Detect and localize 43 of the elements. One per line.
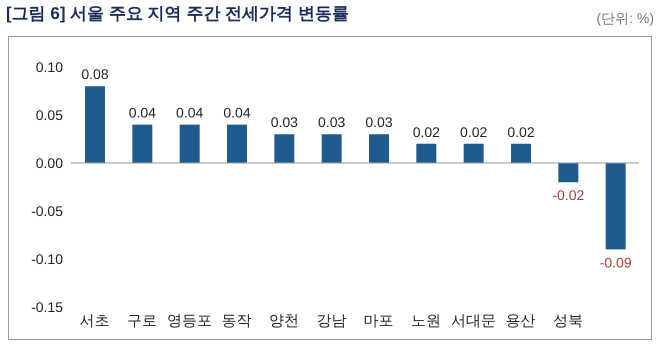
text: (단위: %) bbox=[596, 10, 654, 28]
x-tick-label: 성북 bbox=[553, 312, 583, 330]
bar bbox=[85, 86, 105, 163]
x-tick-label: 마포 bbox=[364, 312, 394, 330]
x-tick-label: 영등포 bbox=[166, 312, 212, 330]
x-tick-label: 양천 bbox=[269, 312, 299, 330]
data-label: 0.04 bbox=[223, 104, 251, 121]
x-tick-label: 서대문 bbox=[450, 312, 496, 330]
data-label: 0.03 bbox=[318, 114, 346, 130]
data-label: 0.04 bbox=[176, 104, 204, 121]
chart-title: [그림 6] 서울 주요 지역 주간 전세가격 변동률 bbox=[6, 3, 349, 25]
bar bbox=[369, 134, 389, 163]
y-tick-label: -0.10 bbox=[31, 250, 64, 267]
data-label: -0.09 bbox=[600, 254, 632, 270]
data-label: 0.03 bbox=[270, 114, 298, 130]
bar bbox=[227, 124, 247, 163]
x-tick-label: 구로 bbox=[127, 312, 157, 330]
x-tick-label: 용산 bbox=[506, 312, 536, 330]
y-tick-label: 0.00 bbox=[36, 154, 64, 171]
bar bbox=[511, 144, 531, 163]
data-label: 0.03 bbox=[365, 114, 393, 130]
bar bbox=[558, 163, 578, 182]
bar bbox=[606, 163, 626, 250]
bar bbox=[464, 144, 484, 163]
data-label: 0.02 bbox=[507, 124, 535, 140]
bar bbox=[322, 134, 342, 163]
y-tick-label: 0.05 bbox=[36, 106, 64, 123]
x-tick-label: 노원 bbox=[411, 312, 441, 330]
bar bbox=[274, 134, 294, 163]
data-label: 0.04 bbox=[128, 104, 156, 121]
x-tick-label: 강남 bbox=[316, 312, 346, 330]
y-tick-label: 0.10 bbox=[36, 58, 64, 75]
data-label: -0.02 bbox=[552, 187, 584, 204]
y-tick-label: -0.15 bbox=[31, 298, 64, 315]
data-label: 0.08 bbox=[81, 66, 109, 82]
bar bbox=[416, 144, 436, 163]
bar bbox=[180, 124, 200, 163]
data-label: 0.02 bbox=[412, 124, 440, 140]
x-tick-label: 서초 bbox=[80, 312, 110, 330]
x-tick-label: 동작 bbox=[222, 312, 252, 330]
y-tick-label: -0.05 bbox=[31, 202, 64, 219]
data-label: 0.02 bbox=[460, 124, 488, 140]
bar bbox=[132, 124, 152, 163]
